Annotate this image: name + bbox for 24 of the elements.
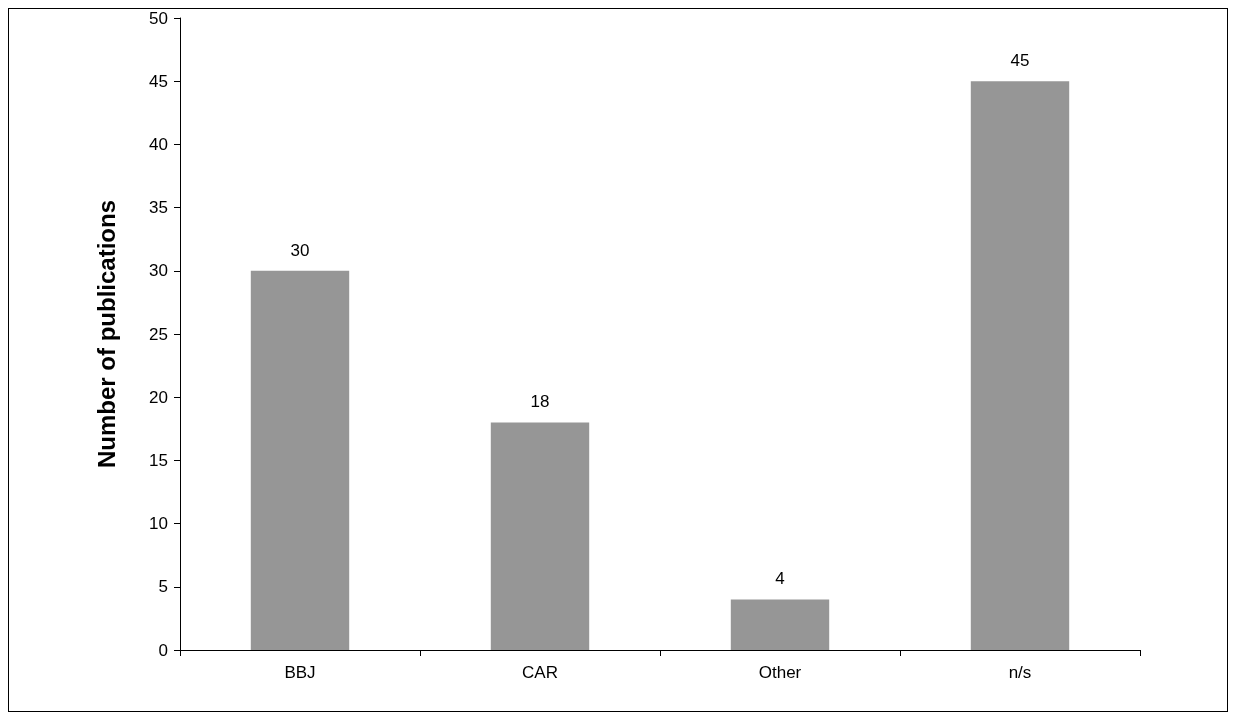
y-tick-label: 5 bbox=[158, 577, 168, 597]
x-tick-label: Other bbox=[758, 663, 802, 682]
y-tick-label: 15 bbox=[149, 450, 168, 470]
y-tick-label: 0 bbox=[158, 640, 168, 660]
bar bbox=[970, 81, 1070, 650]
y-axis-title: Number of publications bbox=[92, 199, 120, 469]
y-tick-label: 30 bbox=[149, 261, 168, 281]
bar bbox=[250, 270, 350, 650]
x-tick-label: BBJ bbox=[284, 663, 316, 682]
y-tick-label: 45 bbox=[149, 71, 168, 91]
y-tick-label: 25 bbox=[149, 324, 168, 344]
x-tick-label: CAR bbox=[522, 663, 558, 682]
y-tick-label: 35 bbox=[149, 198, 168, 218]
data-label: 45 bbox=[1010, 51, 1030, 71]
y-tick-label: 50 bbox=[149, 8, 168, 28]
bar bbox=[490, 422, 590, 650]
y-tick-label: 10 bbox=[149, 514, 168, 534]
y-tick-label: 20 bbox=[149, 387, 168, 407]
data-label: 4 bbox=[775, 569, 785, 589]
bar bbox=[730, 599, 830, 650]
x-tick-label: n/s bbox=[1008, 663, 1032, 682]
data-label: 18 bbox=[530, 392, 550, 412]
y-tick-label: 40 bbox=[149, 134, 168, 154]
data-label: 30 bbox=[290, 240, 310, 260]
